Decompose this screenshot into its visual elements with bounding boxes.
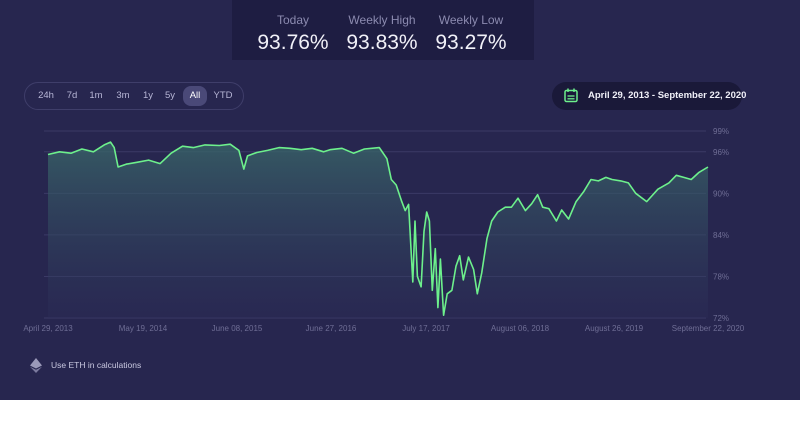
x-tick-label: August 06, 2018: [491, 324, 550, 333]
ratio-area-chart: 99% 96% 90% 84% 78% 72% April 29, 2013 May 19,…: [23, 127, 745, 333]
date-range-label: April 29, 2013 - September 22, 2020: [588, 90, 747, 101]
area-fill: [48, 142, 708, 318]
use-eth-label: Use ETH in calculations: [51, 360, 142, 370]
y-tick-label: 72%: [713, 314, 729, 323]
ethereum-icon: [30, 358, 42, 373]
y-tick-label: 78%: [713, 272, 729, 281]
x-tick-label: May 19, 2014: [119, 324, 168, 333]
y-tick-label: 90%: [713, 189, 729, 198]
time-range-selector: 24h 7d 1m 3m 1y 5y All YTD: [24, 82, 244, 110]
x-tick-label: April 29, 2013: [23, 324, 73, 333]
stat-weekly-low: Weekly Low 93.27%: [426, 13, 516, 55]
x-tick-label: August 26, 2019: [585, 324, 644, 333]
y-tick-label: 84%: [713, 231, 729, 240]
range-button-1y[interactable]: 1y: [142, 90, 154, 101]
range-button-5y[interactable]: 5y: [164, 90, 176, 101]
range-button-7d[interactable]: 7d: [66, 90, 78, 101]
range-button-1m[interactable]: 1m: [89, 90, 103, 101]
range-button-all[interactable]: All: [183, 86, 207, 106]
stat-value: 93.83%: [346, 31, 418, 54]
x-tick-label: June 27, 2016: [306, 324, 357, 333]
stat-value: 93.27%: [435, 31, 507, 54]
x-tick-label: June 08, 2015: [212, 324, 263, 333]
x-tick-label: September 22, 2020: [672, 324, 745, 333]
stat-label: Weekly Low: [438, 13, 504, 27]
date-range-picker[interactable]: April 29, 2013 - September 22, 2020: [552, 82, 746, 110]
y-tick-label: 99%: [713, 127, 729, 136]
stats-summary: Today 93.76% Weekly High 93.83% Weekly L…: [232, 0, 534, 60]
y-tick-label: 96%: [713, 148, 729, 157]
x-tick-label: July 17, 2017: [402, 324, 450, 333]
series-line: [47, 141, 709, 316]
stat-label: Weekly High: [348, 13, 416, 27]
stat-today: Today 93.76%: [248, 13, 338, 55]
range-button-ytd[interactable]: YTD: [213, 90, 233, 101]
calendar-icon: [564, 88, 578, 103]
stat-label: Today: [276, 13, 310, 27]
range-button-24h[interactable]: 24h: [38, 90, 54, 101]
stat-weekly-high: Weekly High 93.83%: [337, 13, 427, 55]
stat-value: 93.76%: [257, 31, 329, 54]
range-button-3m[interactable]: 3m: [116, 90, 130, 101]
